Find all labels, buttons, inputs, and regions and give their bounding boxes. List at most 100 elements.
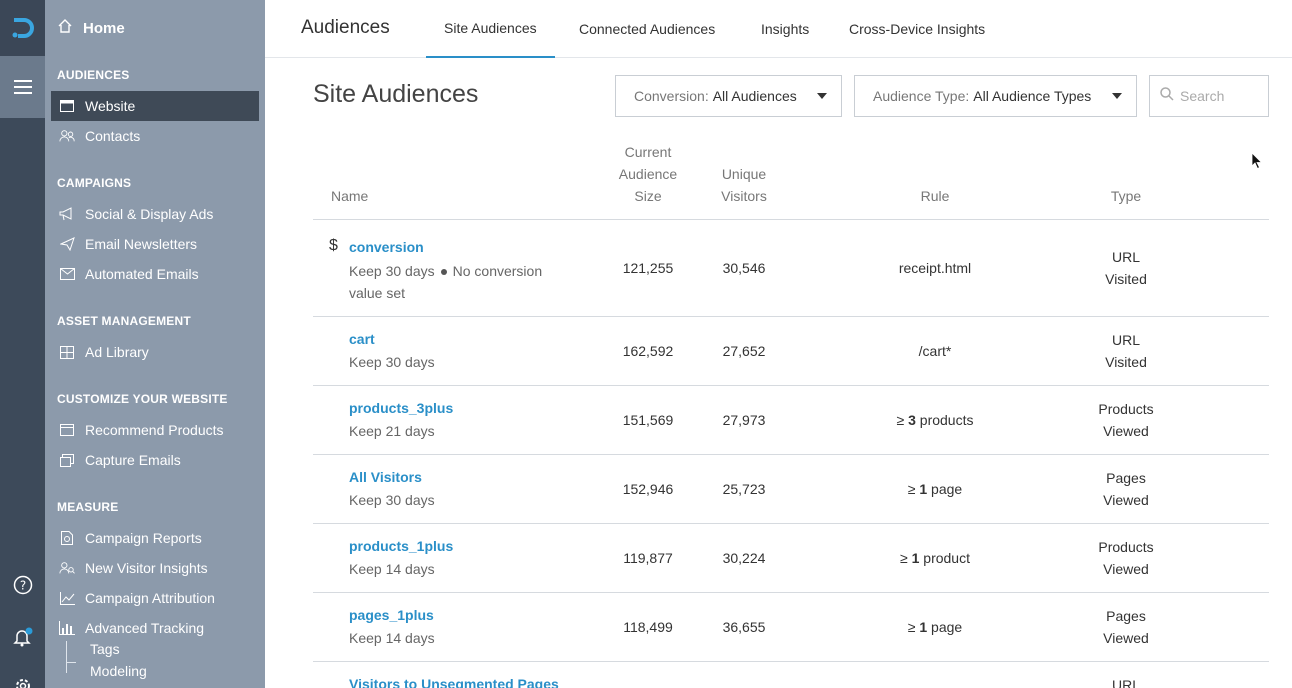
sidebar-item-label: Campaign Reports <box>85 530 202 546</box>
column-header-visitors[interactable]: Unique Visitors <box>704 163 784 207</box>
grid-icon <box>59 344 75 360</box>
audience-name-link[interactable]: Visitors to Unsegmented Pages <box>349 676 559 688</box>
column-header-name[interactable]: Name <box>331 188 369 204</box>
main-content: Audiences Site Audiences Connected Audie… <box>265 0 1292 688</box>
sidebar: Home AUDIENCES Website Contacts CAMPAIGN… <box>45 0 265 688</box>
rule: /cart* <box>918 343 952 359</box>
search-input[interactable] <box>1180 88 1260 104</box>
audience-name-link[interactable]: products_1plus <box>349 538 454 554</box>
svg-text:?: ? <box>19 579 25 593</box>
stacked-windows-icon <box>59 452 75 468</box>
unique-visitors: 36,655 <box>722 619 766 635</box>
audience-name-link[interactable]: conversion <box>349 239 424 255</box>
search-box[interactable] <box>1149 75 1269 117</box>
section-measure: MEASURE <box>57 500 119 514</box>
rule: receipt.html <box>898 260 972 276</box>
audience-type: Products Viewed <box>1076 536 1176 580</box>
type-line: Visited <box>1105 271 1147 287</box>
column-header-rule[interactable]: Rule <box>920 188 950 204</box>
row-divider <box>313 385 1269 386</box>
menu-icon[interactable] <box>0 56 45 118</box>
sidebar-item-email-newsletters[interactable]: Email Newsletters <box>51 229 259 259</box>
app-title: Audiences <box>301 17 390 38</box>
user-search-icon <box>59 560 75 576</box>
sidebar-item-ad-library[interactable]: Ad Library <box>51 337 259 367</box>
unique-visitors: 27,973 <box>722 412 766 428</box>
rule: ≥ 1 page <box>855 478 1015 500</box>
browser-window-icon <box>59 422 75 438</box>
rule-number: 1 <box>919 481 928 497</box>
rule-number: 3 <box>908 412 916 428</box>
notifications-bell-icon[interactable] <box>0 626 45 648</box>
header-line: Unique <box>721 166 767 182</box>
tab-connected-audiences[interactable]: Connected Audiences <box>579 21 716 37</box>
rule-operator: ≥ <box>907 481 916 497</box>
dollar-icon: $ <box>329 237 338 254</box>
bar-chart-icon <box>59 620 75 636</box>
rule: ≥ 1 product <box>855 547 1015 569</box>
logo-icon[interactable] <box>0 0 45 56</box>
type-line: Viewed <box>1103 423 1149 439</box>
unique-visitors: 30,224 <box>722 550 766 566</box>
column-header-type[interactable]: Type <box>1110 188 1142 204</box>
paper-plane-icon <box>59 236 75 252</box>
envelope-icon <box>59 266 75 282</box>
rule-number: 1 <box>911 550 920 566</box>
settings-gear-icon[interactable] <box>0 676 45 688</box>
type-line: Products <box>1098 539 1154 555</box>
header-line: Current <box>624 144 672 160</box>
rule-number: 1 <box>919 619 928 635</box>
sidebar-item-label: Email Newsletters <box>85 236 198 252</box>
audience-size: 152,946 <box>622 481 674 497</box>
tab-site-audiences[interactable]: Site Audiences <box>426 0 555 58</box>
audience-retention: Keep 14 days <box>349 630 435 646</box>
sidebar-item-home[interactable]: Home <box>57 18 125 38</box>
tab-cross-device-insights[interactable]: Cross-Device Insights <box>849 21 986 37</box>
report-document-icon <box>59 530 75 546</box>
sidebar-item-automated-emails[interactable]: Automated Emails <box>51 259 259 289</box>
section-campaigns: CAMPAIGNS <box>57 176 132 190</box>
home-icon <box>57 18 73 38</box>
sidebar-item-label: Capture Emails <box>85 452 181 468</box>
section-customize-website: CUSTOMIZE YOUR WEBSITE <box>57 392 228 406</box>
tree-connector <box>66 641 67 673</box>
audience-size: 121,255 <box>622 260 674 276</box>
sidebar-item-campaign-reports[interactable]: Campaign Reports <box>51 523 259 553</box>
unique-visitors: 25,723 <box>722 481 766 497</box>
audience-size: 118,499 <box>623 619 673 635</box>
conversion-filter-dropdown[interactable]: Conversion: All Audiences <box>615 75 842 117</box>
browser-window-icon <box>59 98 75 114</box>
rule-operator: ≥ <box>896 412 905 428</box>
sidebar-item-label: New Visitor Insights <box>85 560 208 576</box>
sidebar-item-campaign-attribution[interactable]: Campaign Attribution <box>51 583 259 613</box>
type-line: Viewed <box>1103 561 1149 577</box>
contacts-people-icon <box>59 128 75 144</box>
icon-rail: ? <box>0 0 45 688</box>
sidebar-item-social-display-ads[interactable]: Social & Display Ads <box>51 199 259 229</box>
audience-name-link[interactable]: cart <box>349 331 375 347</box>
sidebar-item-contacts[interactable]: Contacts <box>51 121 259 151</box>
dropdown-label: Audience Type: <box>873 88 970 104</box>
audience-name-link[interactable]: All Visitors <box>349 469 422 485</box>
header-divider <box>313 219 1269 220</box>
column-header-size[interactable]: Current Audience Size <box>608 141 688 207</box>
sidebar-item-modeling[interactable]: Modeling <box>90 663 147 679</box>
audience-type-filter-dropdown[interactable]: Audience Type: All Audience Types <box>854 75 1137 117</box>
sidebar-item-tags[interactable]: Tags <box>90 641 120 657</box>
help-icon[interactable]: ? <box>0 575 45 595</box>
sidebar-item-capture-emails[interactable]: Capture Emails <box>51 445 259 475</box>
sidebar-item-advanced-tracking[interactable]: Advanced Tracking <box>51 613 259 643</box>
sidebar-item-recommend-products[interactable]: Recommend Products <box>51 415 259 445</box>
sidebar-item-label: Home <box>83 19 125 37</box>
row-divider <box>313 592 1269 593</box>
row-divider <box>313 316 1269 317</box>
rule: ≥ 1 page <box>855 616 1015 638</box>
mouse-cursor-icon <box>1251 152 1263 175</box>
sidebar-item-new-visitor-insights[interactable]: New Visitor Insights <box>51 553 259 583</box>
audience-name-link[interactable]: pages_1plus <box>349 607 434 623</box>
audience-size: 119,877 <box>623 550 673 566</box>
keep-text: Keep 30 days <box>349 263 435 279</box>
audience-name-link[interactable]: products_3plus <box>349 400 454 416</box>
tab-insights[interactable]: Insights <box>761 21 810 37</box>
sidebar-item-website[interactable]: Website <box>51 91 259 121</box>
